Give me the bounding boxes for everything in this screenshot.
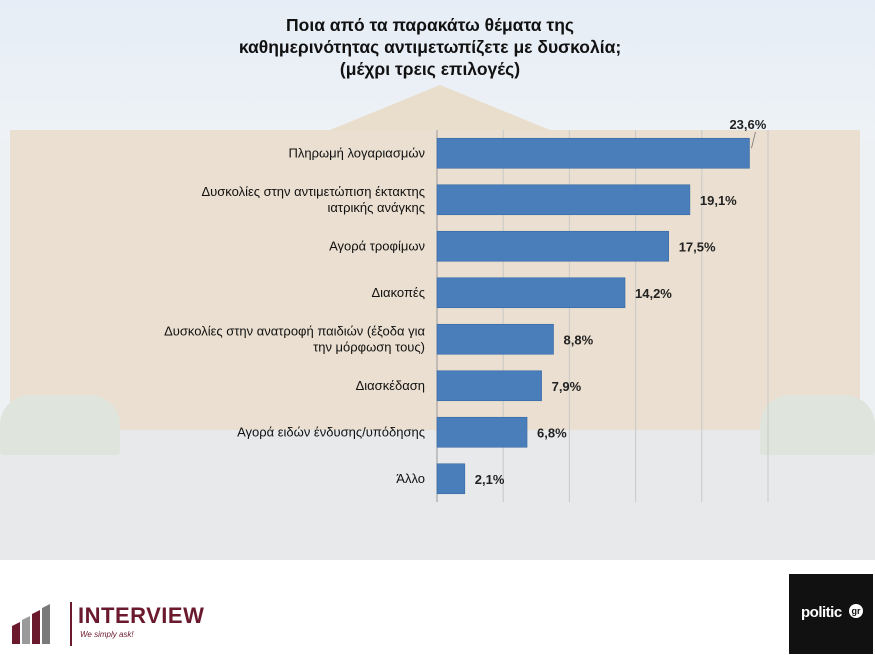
category-label: Δυσκολίες στην αντιμετώπιση έκτακτης ιατρ… (201, 184, 425, 215)
category-label: Αγορά ειδών ένδυσης/υπόδησης (237, 424, 425, 439)
bar (436, 137, 750, 169)
category-label: Διακοπές (371, 285, 425, 300)
data-label: 2,1% (475, 472, 505, 487)
politic-logo: politic gr (789, 574, 873, 654)
interview-logo: INTERVIEW We simply ask! (10, 600, 210, 650)
data-label: 7,9% (552, 379, 582, 394)
category-label: Δυσκολίες στην ανατροφή παιδιών (έξοδα γ… (164, 323, 425, 354)
category-label: Διασκέδαση (356, 378, 425, 393)
interview-logo-mark-icon (12, 604, 50, 644)
interview-brand: INTERVIEW (78, 603, 205, 628)
title-line-1: Ποια από τα παρακάτω θέματα της (286, 15, 574, 35)
politic-mark: gr (849, 604, 863, 618)
chart-title: Ποια από τα παρακάτω θέματα της καθημερι… (150, 14, 710, 80)
category-label: Πληρωμή λογαριασμών (288, 145, 425, 160)
bar (436, 323, 554, 355)
politic-brand: politic (801, 604, 842, 621)
data-label-leader (751, 131, 756, 149)
data-label: 6,8% (537, 425, 567, 440)
data-label: 17,5% (679, 239, 716, 254)
data-label: 8,8% (564, 332, 594, 347)
title-line-2: καθημερινότητας αντιμετωπίζετε με δυσκολ… (238, 37, 622, 57)
bar (436, 416, 528, 448)
bar (436, 230, 669, 262)
bar (436, 463, 466, 495)
bar (436, 184, 691, 216)
data-label: 23,6% (729, 117, 766, 132)
interview-tagline: We simply ask! (80, 630, 134, 639)
category-label: Αγορά τροφίμων (329, 238, 425, 253)
category-label: Άλλο (396, 471, 425, 486)
data-label: 14,2% (635, 286, 672, 301)
bar (436, 277, 626, 309)
title-line-3: (μέχρι τρεις επιλογές) (339, 59, 521, 79)
bar (436, 370, 542, 402)
data-label: 19,1% (700, 193, 737, 208)
